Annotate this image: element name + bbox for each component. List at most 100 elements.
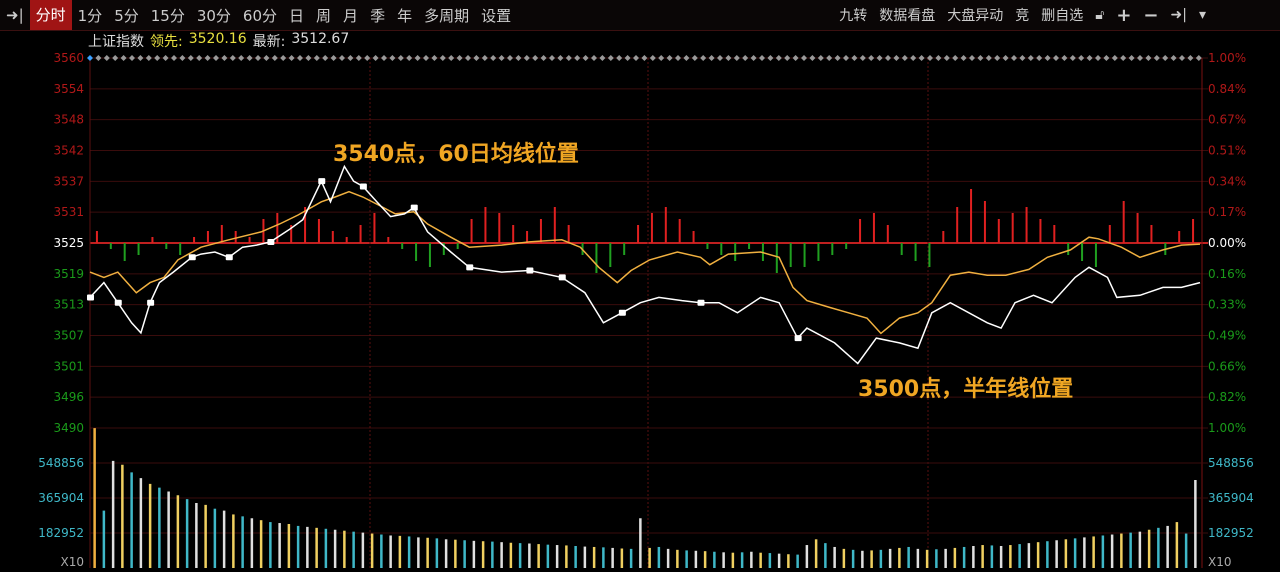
event-marker-icon (221, 55, 228, 61)
event-marker-icon (549, 55, 555, 61)
event-marker-icon (1044, 55, 1051, 61)
price-marker (188, 254, 196, 261)
event-marker-icon (364, 55, 371, 61)
event-marker-icon (490, 55, 497, 61)
period-tab-1[interactable]: 1分 (77, 6, 103, 25)
minus-icon[interactable]: − (1143, 4, 1159, 26)
event-marker-icon (339, 55, 345, 61)
event-marker-icon (826, 55, 833, 61)
auction-button[interactable]: 竞 (1015, 8, 1030, 24)
period-tab-10[interactable]: 年 (397, 6, 413, 25)
event-marker-icon (943, 55, 950, 61)
event-marker-icon (1011, 55, 1017, 61)
plus-icon[interactable]: + (1116, 4, 1132, 26)
event-marker-icon (389, 55, 396, 61)
volume-unit-label: X10 (1208, 555, 1232, 569)
event-marker-icon (624, 55, 631, 61)
event-marker-icon (784, 55, 791, 61)
event-marker-icon (985, 55, 992, 61)
event-marker-icon (616, 55, 623, 61)
y-tick-label: 3542 (53, 144, 84, 158)
collapse-icon[interactable]: ➜| (1170, 7, 1187, 23)
event-marker-icon (204, 55, 211, 61)
y-tick-label: 3507 (53, 329, 84, 343)
event-marker-icon (372, 55, 379, 61)
annotation-60day-ma: 3540点，60日均线位置 (333, 142, 579, 167)
event-marker-icon (1195, 55, 1202, 61)
event-marker-icon (280, 55, 287, 61)
volume-tick-label-right: 548856 (1208, 456, 1254, 470)
event-marker-icon (599, 55, 606, 61)
info-bar: 上证指数 领先: 3520.16 最新: 3512.67 (88, 31, 349, 51)
period-tab-3[interactable]: 15分 (150, 6, 185, 25)
event-marker-icon (532, 55, 539, 61)
event-marker-icon (717, 55, 723, 61)
event-marker-icon (238, 55, 245, 61)
period-tab-6[interactable]: 日 (289, 6, 305, 25)
period-tab-11[interactable]: 多周期 (424, 6, 470, 25)
event-marker-icon (112, 55, 119, 61)
y-tick-label-right: 0.17% (1208, 205, 1246, 219)
collapse-icon[interactable]: ➜| (6, 6, 24, 24)
event-marker-icon (523, 55, 530, 61)
event-marker-icon (893, 55, 900, 61)
event-marker-icon (313, 55, 320, 61)
event-marker-icon (582, 55, 589, 61)
dropdown-icon[interactable]: ▾ (1198, 7, 1206, 23)
event-marker-icon (1137, 55, 1143, 61)
event-marker-icon (322, 55, 329, 61)
data-view-button[interactable]: 数据看盘 (879, 8, 936, 24)
nine-turn-button[interactable]: 九转 (839, 8, 868, 24)
event-marker-icon (1036, 55, 1043, 61)
event-marker-icon (708, 55, 715, 61)
event-marker-icon (1061, 55, 1068, 61)
event-marker-icon (658, 55, 665, 61)
period-tab-9[interactable]: 季 (370, 6, 386, 25)
market-alert-button[interactable]: 大盘异动 (947, 8, 1004, 24)
event-marker-icon (859, 55, 866, 61)
event-marker-icon (901, 55, 908, 61)
price-marker (526, 267, 534, 274)
event-marker-icon (1078, 55, 1085, 61)
event-marker-icon (456, 55, 463, 61)
annotation-half-year-ma: 3500点，半年线位置 (858, 377, 1074, 402)
y-tick-label: 3537 (53, 174, 84, 188)
event-marker-icon (960, 55, 967, 61)
price-marker (267, 238, 275, 245)
price-line (89, 164, 1201, 365)
remove-watchlist-button[interactable]: 删自选 (1041, 8, 1084, 24)
event-marker-icon (1120, 55, 1127, 61)
event-marker-icon (1179, 55, 1185, 61)
event-marker-icon (1053, 55, 1059, 61)
event-marker-icon (87, 55, 93, 61)
volume-tick-label: 182952 (38, 526, 84, 540)
event-marker-icon (507, 55, 513, 61)
event-marker-icon (1002, 55, 1009, 61)
event-marker-icon (927, 55, 933, 61)
event-marker-icon (473, 55, 480, 61)
event-marker-icon (952, 55, 959, 61)
period-tab-7[interactable]: 周 (316, 6, 332, 25)
period-tab-4[interactable]: 30分 (196, 6, 231, 25)
event-marker-icon (95, 55, 102, 61)
event-marker-icon (700, 55, 707, 61)
event-marker-icon (263, 55, 270, 61)
event-marker-icon (742, 55, 749, 61)
period-tab-0[interactable]: 分时 (29, 0, 72, 30)
event-marker-icon (1095, 55, 1101, 61)
right-tools: 九转 数据看盘 大盘异动 竞 删自选 🔓︎ + − ➜| ▾ (833, 0, 1212, 30)
period-tab-5[interactable]: 60分 (242, 6, 278, 25)
latest-label: 最新: (252, 34, 286, 50)
y-tick-label: 3496 (53, 390, 84, 404)
event-marker-icon (1145, 55, 1152, 61)
event-marker-icon (633, 55, 639, 61)
period-tab-8[interactable]: 月 (343, 6, 359, 25)
event-marker-icon (414, 55, 421, 61)
y-tick-label-right: 0.51% (1208, 144, 1246, 158)
period-tab-12[interactable]: 设置 (481, 6, 512, 25)
period-tab-2[interactable]: 5分 (114, 6, 139, 25)
event-marker-icon (977, 55, 984, 61)
event-marker-icon (750, 55, 757, 61)
unlock-icon[interactable]: 🔓︎ (1095, 7, 1105, 23)
